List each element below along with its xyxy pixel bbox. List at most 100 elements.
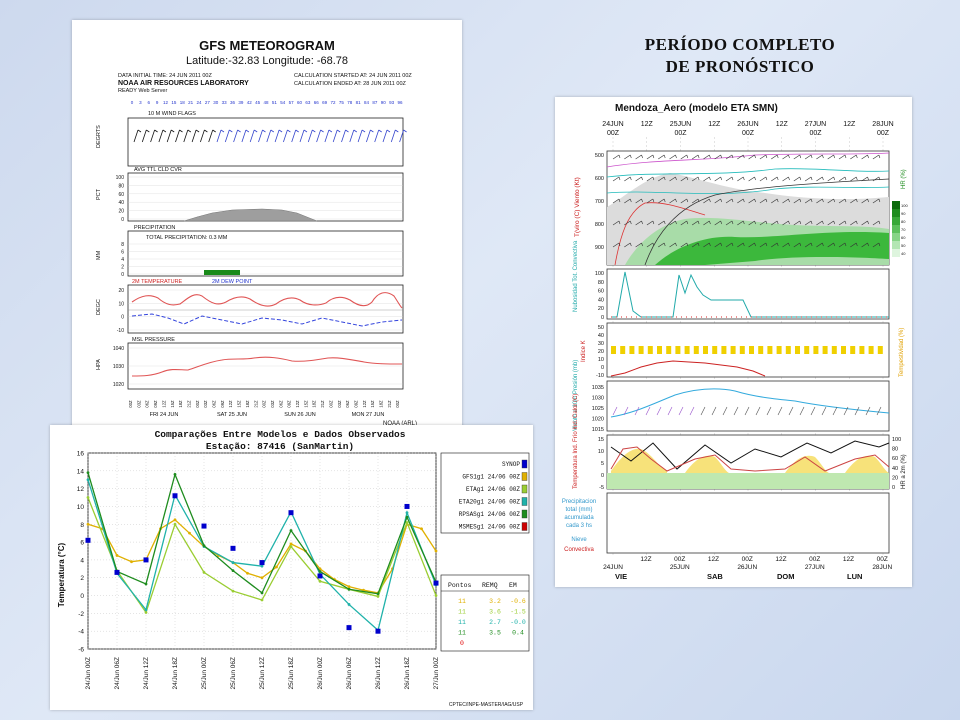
eta-barb (861, 242, 868, 248)
eta-surface-barb (722, 406, 728, 416)
eta-barb-flag (822, 220, 824, 225)
eta-bottom-hour: 00Z (674, 556, 685, 563)
eta-kindex-tick: 40 (598, 333, 604, 339)
eta-surface-barb (678, 406, 684, 416)
eta-barb-flag (878, 154, 881, 159)
eta-surface-barb (744, 406, 750, 416)
eta-temp-tick: 10 (598, 449, 604, 455)
eta-barb (782, 242, 789, 248)
gfs-wind-barb (141, 129, 147, 143)
gfs-wind-barb-flag (403, 129, 407, 133)
comparison-legend-label: ETAg1 24/06 00Z (466, 486, 520, 493)
gfs-wind-barb-flag (195, 129, 200, 133)
eta-contour-black (644, 178, 890, 266)
eta-barb-flag (686, 242, 689, 247)
comparison-point (347, 603, 351, 606)
gfs-hour-label: 63 (305, 100, 311, 105)
eta-surface-barb (876, 406, 882, 416)
comparison-table-cell: 0.4 (512, 630, 524, 637)
gfs-hour-label: 84 (364, 100, 370, 105)
comparison-x-tick: 26/Jun 00Z (317, 657, 324, 690)
gfs-wind-barb-flag (245, 129, 250, 133)
gfs-dew-label: 2M DEW POINT (212, 279, 253, 285)
gfs-time-tick: 18Z (178, 400, 183, 408)
eta-barb-flag (641, 220, 643, 225)
eta-barb-flag (709, 154, 711, 159)
eta-barb (872, 198, 880, 204)
gfs-time-tick: 09Z (153, 400, 158, 408)
eta-barb (850, 242, 857, 248)
comparison-title: Comparações Entre Modelos e Dados Observ… (155, 429, 406, 440)
comparison-point (231, 561, 235, 564)
eta-barb (827, 220, 834, 226)
eta-barb (725, 198, 733, 204)
comparison-point (376, 595, 380, 598)
gfs-wind-barb (299, 129, 305, 143)
eta-barb (827, 198, 834, 204)
eta-storm-bars (611, 346, 883, 354)
gfs-hour-label: 33 (222, 100, 228, 105)
eta-barb-flag (652, 176, 655, 181)
eta-barb-flag (765, 220, 768, 225)
gfs-temp-unit: DEGC (96, 299, 102, 315)
gfs-wind-barb (233, 129, 238, 143)
eta-barb (816, 176, 823, 182)
eta-surface-barb (700, 406, 706, 416)
eta-surface-barb (777, 406, 783, 416)
gfs-hour-label: 51 (272, 100, 278, 105)
eta-storm-bar (868, 346, 874, 354)
eta-surface-barb (656, 406, 662, 416)
eta-storm-bar (675, 346, 681, 354)
eta-barb-flag (641, 198, 643, 203)
gfs-time-tick: 09Z (287, 400, 292, 408)
eta-surface-barb (810, 406, 816, 416)
eta-barb (748, 154, 755, 160)
comparison-legend-label: ETA20g1 24/06 00Z (459, 499, 521, 506)
eta-kindex-tick: 10 (598, 357, 604, 363)
eta-barb (793, 242, 800, 248)
comparison-point (376, 592, 380, 596)
eta-barb (759, 154, 767, 160)
eta-pressure-tick: 1035 (592, 385, 604, 391)
comparison-y-tick: -6 (78, 647, 84, 654)
eta-top-date: 12Z (843, 121, 856, 128)
gfs-meteogram-svg: GFS METEOROGRAM Latitude:-32.83 Longitud… (96, 38, 417, 427)
comparison-table-cell: 11 (458, 598, 466, 605)
eta-storm-bar (795, 346, 800, 354)
gfs-precip-tick: 2 (121, 265, 124, 271)
eta-barb (624, 154, 631, 160)
gfs-wind-barb-flag (361, 129, 366, 133)
gfs-time-tick: 03Z (136, 400, 141, 408)
eta-barb-flag (867, 176, 869, 181)
gfs-mslp-tick: 1040 (113, 346, 124, 352)
eta-barb-flag (697, 220, 700, 225)
eta-barb-flag (652, 154, 655, 159)
gfs-time-tick: 00Z (328, 400, 333, 408)
eta-barb-flag (709, 242, 711, 247)
gfs-hour-label: 0 (131, 100, 134, 105)
eta-temp-right-tick: 80 (892, 447, 898, 453)
gfs-precip-tick: 4 (121, 257, 124, 263)
eta-barb (714, 242, 721, 248)
eta-barb (714, 176, 721, 182)
eta-barb-flag (810, 176, 813, 181)
eta-barb-flag (878, 242, 881, 247)
eta-legend-nieve: Nieve (571, 537, 587, 543)
eta-surface-wind-barbs (612, 406, 882, 416)
comparison-point (231, 569, 235, 572)
eta-storm-bar (638, 346, 644, 354)
gfs-wind-barb (349, 129, 355, 143)
eta-barb-flag (618, 220, 621, 225)
comparison-table-cell: 11 (458, 619, 466, 626)
gfs-wind-barb-flag (220, 129, 225, 133)
eta-barb-flag (630, 154, 632, 159)
eta-day-4: LUN (847, 572, 862, 581)
gfs-lab: NOAA AIR RESOURCES LABORATORY (118, 80, 249, 87)
eta-hr-swatch (892, 225, 900, 233)
comparison-x-tick: 24/Jun 18Z (172, 657, 179, 690)
eta-cloud-label: Nubosidad Tot. Convectiva (573, 240, 579, 312)
eta-day-1: VIE (615, 572, 627, 581)
eta-surface-barb (766, 406, 772, 416)
gfs-dewpoint-line (131, 313, 403, 327)
eta-storm-bar (666, 346, 672, 354)
